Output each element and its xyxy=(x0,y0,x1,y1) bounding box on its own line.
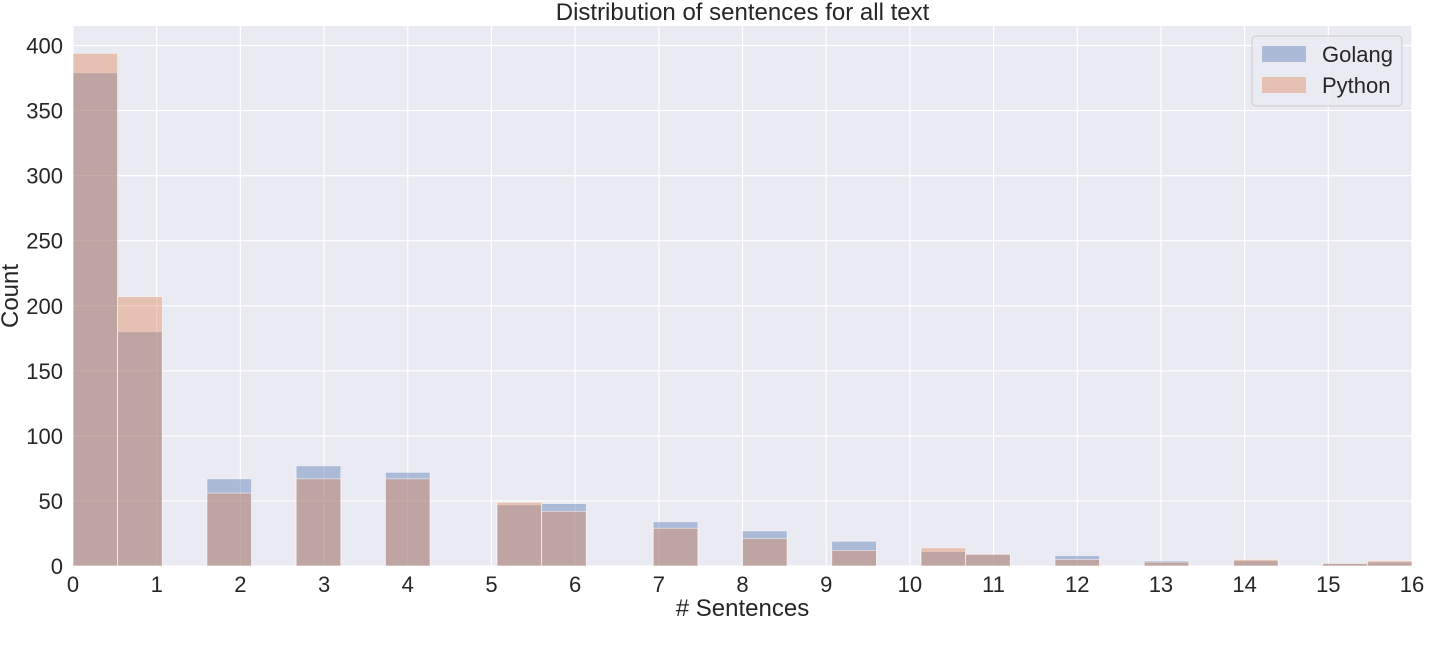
x-tick-label: 3 xyxy=(318,572,330,597)
bar-golang xyxy=(652,521,699,567)
legend-swatch-python xyxy=(1262,77,1306,93)
bar-python xyxy=(742,538,788,567)
legend-box xyxy=(1251,35,1403,107)
bar-python xyxy=(1054,559,1100,567)
y-tick-label: 300 xyxy=(26,164,63,189)
y-tick-label: 200 xyxy=(26,294,63,319)
bar-python xyxy=(831,549,877,567)
bar-python xyxy=(385,478,431,567)
bar-python xyxy=(295,478,342,567)
y-axis-label: Count xyxy=(0,264,24,328)
bar-python xyxy=(965,553,1011,567)
x-tick-label: 15 xyxy=(1316,572,1340,597)
bar-golang xyxy=(496,504,543,567)
bar-golang xyxy=(541,503,587,567)
chart-title: Distribution of sentences for all text xyxy=(556,0,930,26)
x-axis-label: # Sentences xyxy=(676,595,809,622)
bar-golang xyxy=(72,72,119,567)
x-tick-label: 9 xyxy=(820,572,832,597)
bar-python xyxy=(72,52,119,567)
x-tick-label: 13 xyxy=(1149,572,1173,597)
bar-python xyxy=(541,510,587,567)
x-tick-label: 7 xyxy=(653,572,665,597)
bar-python xyxy=(206,492,252,567)
x-tick-labels: 0 1 2 3 4 5 6 7 8 9 10 11 12 13 14 15 16 xyxy=(67,572,1424,597)
x-tick-label: 11 xyxy=(982,572,1005,597)
x-tick-label: 0 xyxy=(67,572,79,597)
legend-swatch-golang xyxy=(1262,46,1306,62)
y-tick-label: 100 xyxy=(26,424,63,449)
y-tick-label: 350 xyxy=(26,99,63,124)
bar-python xyxy=(117,296,163,567)
bar-golang xyxy=(295,465,342,567)
x-tick-label: 6 xyxy=(569,572,581,597)
bar-python xyxy=(920,547,967,567)
bar-golang xyxy=(742,530,788,567)
legend-label-golang: Golang xyxy=(1322,42,1393,67)
x-tick-label: 1 xyxy=(151,572,163,597)
grid-lines xyxy=(72,26,1413,567)
bars xyxy=(72,52,1413,567)
bar-python xyxy=(1143,561,1190,567)
legend: Golang Python xyxy=(1251,35,1403,107)
x-tick-label: 5 xyxy=(485,572,497,597)
y-tick-label: 50 xyxy=(39,489,63,514)
y-tick-label: 0 xyxy=(51,554,63,579)
x-tick-label: 4 xyxy=(402,572,414,597)
x-tick-label: 10 xyxy=(898,572,922,597)
bar-python xyxy=(1322,562,1368,567)
bar-python xyxy=(1366,560,1413,567)
x-tick-label: 14 xyxy=(1232,572,1256,597)
y-tick-label: 400 xyxy=(26,34,63,59)
x-tick-label: 12 xyxy=(1065,572,1089,597)
bar-python xyxy=(496,501,543,567)
y-tick-label: 250 xyxy=(26,229,63,254)
x-tick-label: 16 xyxy=(1400,572,1424,597)
x-tick-label: 8 xyxy=(736,572,748,597)
y-tick-label: 150 xyxy=(26,359,63,384)
bar-python xyxy=(652,527,699,567)
y-tick-labels: 0 50 100 150 200 250 300 350 400 xyxy=(26,34,63,579)
bar-python xyxy=(1233,559,1279,567)
x-tick-label: 2 xyxy=(234,572,246,597)
legend-label-python: Python xyxy=(1322,73,1391,98)
